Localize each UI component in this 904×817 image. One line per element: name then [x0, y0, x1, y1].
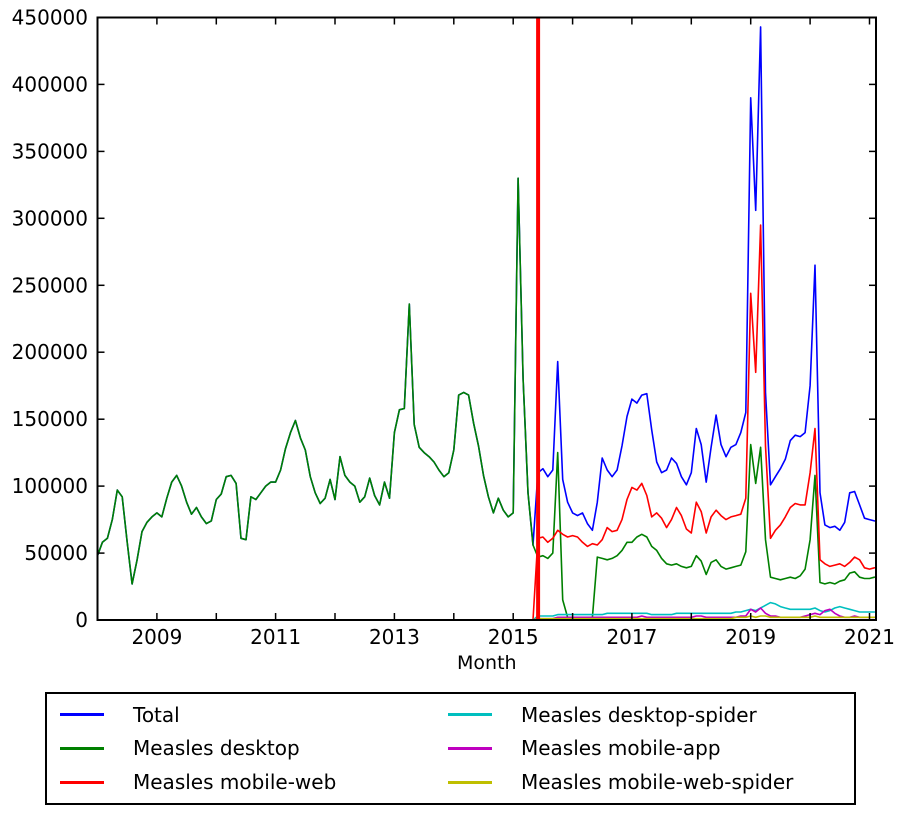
y-tick-label: 150000: [12, 407, 88, 431]
legend: Total Measles desktop Measles mobile-web…: [45, 692, 856, 805]
series-line-measles-mobile-web: [96, 224, 876, 621]
legend-line-total: [60, 713, 104, 717]
series-line-measles-desktop: [96, 177, 876, 619]
legend-item-mobile-web-spider: Measles mobile-web-spider: [435, 770, 854, 794]
legend-item-mobile-app: Measles mobile-app: [435, 736, 854, 760]
legend-label-mobile-web: Measles mobile-web: [133, 770, 337, 795]
legend-line-desktop-spider: [447, 713, 492, 717]
legend-line-mobile-web-spider: [447, 780, 492, 784]
x-tick-label: 2013: [369, 625, 420, 649]
x-tick-label: 2009: [131, 625, 182, 649]
x-axis-label: Month: [457, 652, 517, 674]
legend-item-mobile-web: Measles mobile-web: [47, 770, 435, 794]
y-tick-label: 0: [75, 608, 88, 632]
x-tick-label: 2019: [725, 625, 776, 649]
legend-label-desktop-spider: Measles desktop-spider: [520, 702, 757, 727]
legend-line-mobile-app: [447, 746, 492, 750]
legend-label-mobile-web-spider: Measles mobile-web-spider: [520, 770, 794, 795]
legend-item-desktop-spider: Measles desktop-spider: [435, 703, 854, 727]
y-tick-label: 200000: [12, 340, 88, 364]
legend-line-mobile-web: [60, 780, 104, 784]
x-tick-label: 2021: [844, 625, 895, 649]
x-tick-label: 2011: [250, 625, 301, 649]
legend-label-mobile-app: Measles mobile-app: [520, 736, 721, 761]
y-tick-label: 250000: [12, 273, 88, 297]
legend-line-desktop: [60, 746, 104, 750]
y-tick-label: 350000: [12, 139, 88, 163]
legend-label-desktop: Measles desktop: [133, 736, 300, 761]
legend-label-total: Total: [133, 702, 180, 727]
y-tick-label: 50000: [24, 541, 88, 565]
x-tick-label: 2015: [488, 625, 539, 649]
y-tick-label: 100000: [12, 474, 88, 498]
legend-item-desktop: Measles desktop: [47, 736, 435, 760]
plot-area: [96, 17, 876, 621]
y-tick-label: 450000: [12, 6, 88, 30]
y-tick-label: 300000: [12, 206, 88, 230]
series-line-measles-mobile-app: [96, 607, 876, 621]
legend-item-total: Total: [47, 703, 435, 727]
axes-frame: [96, 16, 877, 621]
x-tick-label: 2017: [606, 625, 657, 649]
y-tick-label: 400000: [12, 72, 88, 96]
